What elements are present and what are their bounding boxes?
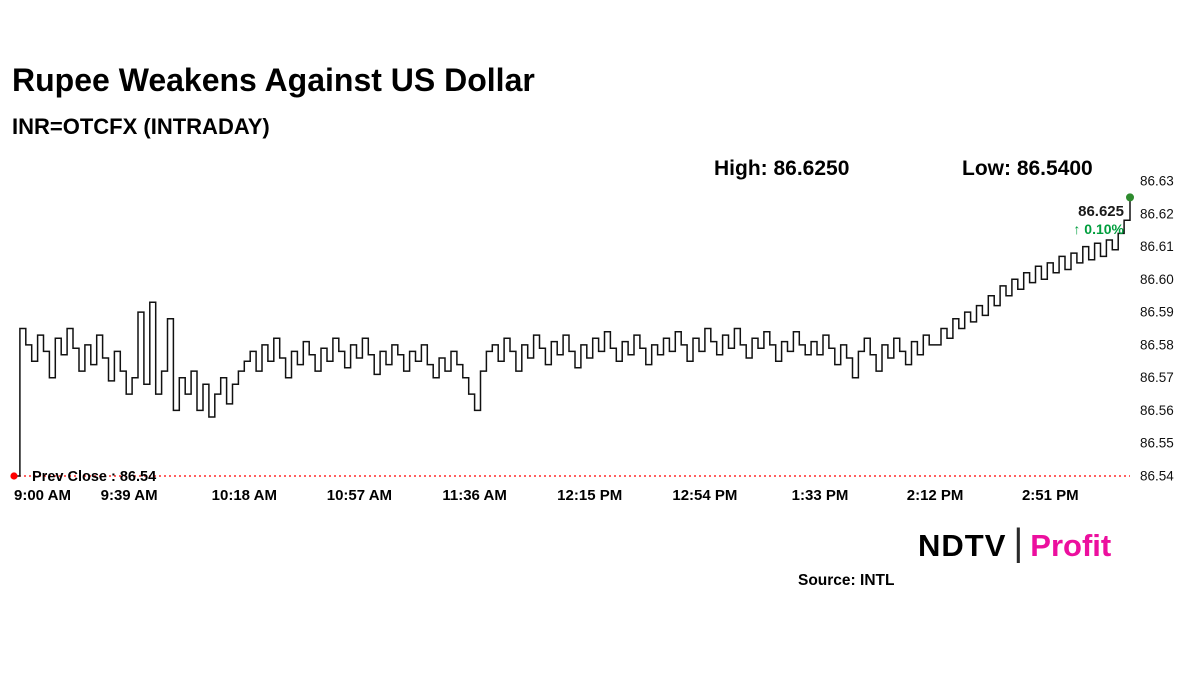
change-percent-annotation: ↑ 0.10%: [1073, 221, 1124, 237]
series-end-dot: [1126, 193, 1134, 202]
y-tick-label: 86.57: [1140, 370, 1174, 385]
x-tick-label: 12:15 PM: [557, 487, 622, 504]
x-tick-label: 11:36 AM: [442, 487, 506, 504]
y-tick-label: 86.58: [1140, 337, 1174, 352]
session-low-label: Low: 86.5400: [962, 157, 1093, 180]
x-tick-label: 10:57 AM: [327, 487, 392, 504]
price-line: [14, 197, 1131, 477]
page-title: Rupee Weakens Against US Dollar: [12, 62, 535, 98]
x-tick-label: 2:12 PM: [907, 487, 964, 504]
x-tick-label: 1:33 PM: [792, 487, 849, 504]
prev-close-label: Prev Close : 86.54: [32, 469, 156, 485]
x-tick-label: 10:18 AM: [212, 487, 277, 504]
y-tick-label: 86.54: [1140, 469, 1174, 484]
profit-logo-text: Profit: [1030, 527, 1112, 563]
y-tick-label: 86.56: [1140, 403, 1174, 418]
x-tick-label: 12:54 PM: [672, 487, 737, 504]
ndtv-logo-text: NDTV: [918, 527, 1007, 563]
x-tick-label: 9:00 AM: [14, 487, 71, 504]
last-price-annotation: 86.625: [1078, 203, 1124, 220]
y-tick-label: 86.60: [1140, 272, 1174, 287]
chart-subtitle: INR=OTCFX (INTRADAY): [12, 114, 270, 139]
source-attribution: Source: INTL: [798, 572, 895, 589]
y-axis: 86.63 86.62 86.61 86.60 86.59 86.58 86.57 86.56…: [1140, 174, 1174, 484]
series-start-dot: [10, 472, 18, 480]
x-tick-label: 2:51 PM: [1022, 487, 1079, 504]
y-tick-label: 86.59: [1140, 305, 1174, 320]
x-axis: 9:00 AM 9:39 AM 10:18 AM 10:57 AM 11:36 AM 12…: [14, 487, 1079, 504]
logo-separator: |: [1013, 522, 1024, 564]
y-tick-label: 86.62: [1140, 206, 1174, 221]
y-tick-label: 86.55: [1140, 436, 1174, 451]
session-high-label: High: 86.6250: [714, 157, 850, 180]
ndtv-profit-logo: NDTV | Profit: [918, 524, 1112, 563]
y-tick-label: 86.61: [1140, 239, 1174, 254]
y-tick-label: 86.63: [1140, 174, 1174, 189]
x-tick-label: 9:39 AM: [101, 487, 158, 504]
